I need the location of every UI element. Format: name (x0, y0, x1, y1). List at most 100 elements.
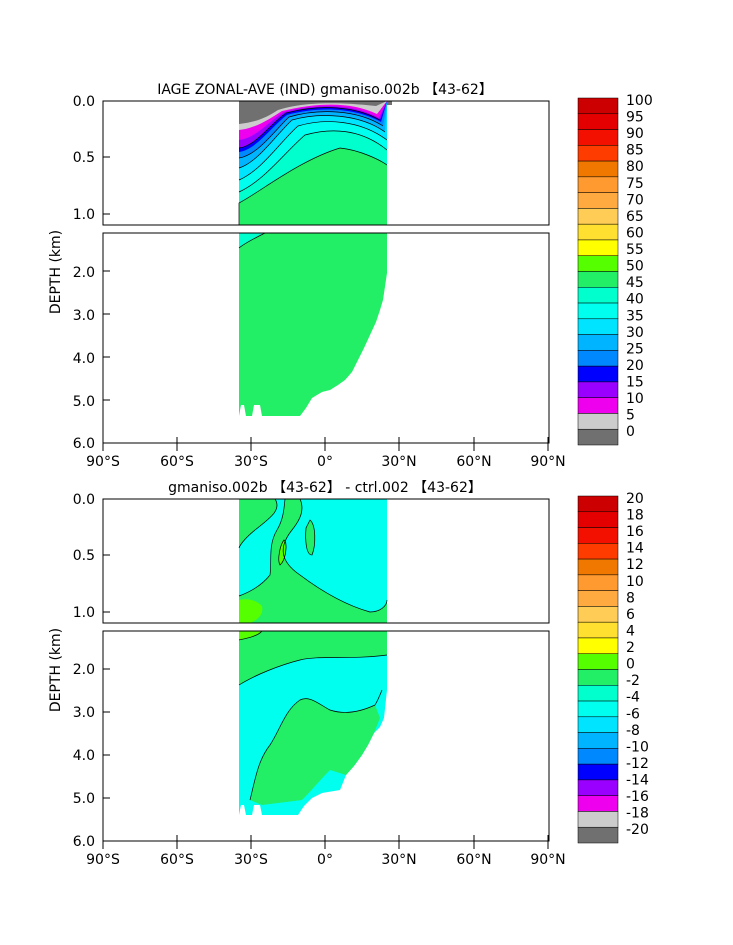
colorbar-label: 5 (626, 408, 635, 424)
colorbar-label: 70 (626, 192, 644, 208)
panel-2-y-ticks: 0.0 0.5 1.0 2.0 3.0 4.0 5.0 6.0 (73, 492, 110, 850)
p2-xtick-3: 0° (317, 852, 333, 868)
colorbar-swatch (577, 511, 619, 528)
p1-xtick-0: 90°S (86, 454, 120, 470)
panel-2-upper-frame (102, 498, 550, 624)
colorbar-label: 2 (626, 640, 635, 656)
colorbar-label: -14 (626, 773, 649, 789)
colorbar-label: -16 (626, 789, 649, 805)
p1-ytick-5: 4.0 (73, 351, 95, 367)
panel-1-upper-field (238, 101, 392, 225)
colorbar-swatch (577, 334, 619, 351)
colorbar-swatch (577, 350, 619, 367)
p1-u-contours (238, 107, 388, 225)
colorbar-swatch (577, 637, 619, 654)
colorbar-swatch (577, 192, 619, 209)
colorbar-label: -18 (626, 806, 649, 822)
p2-ytick-0: 0.0 (73, 492, 95, 508)
p1-l-base (239, 233, 387, 416)
panel-1-lower-field (238, 232, 387, 416)
p1-xtick-3: 0° (317, 454, 333, 470)
colorbar-swatch (577, 558, 619, 576)
p1-ytick-2: 1.0 (73, 207, 95, 223)
p1-ytick-7: 6.0 (73, 436, 95, 452)
colorbar-swatch (577, 779, 619, 796)
panel-2: gmaniso.002b 【43-62】 - ctrl.002 【43-62】 (48, 480, 649, 868)
p1-ytick-marks (103, 100, 110, 401)
colorbar-swatch (577, 811, 619, 828)
colorbar-swatch (577, 113, 619, 130)
colorbar-label: 100 (626, 93, 653, 109)
panel-1: IAGE ZONAL-AVE (IND) gmaniso.002b 【43-62… (48, 82, 653, 470)
p2-ytick-3: 2.0 (73, 662, 95, 678)
colorbar-swatch (577, 543, 619, 560)
colorbar-label: 10 (626, 574, 644, 590)
panel-1-title: IAGE ZONAL-AVE (IND) gmaniso.002b 【43-62… (157, 82, 493, 98)
p2-xtick-marks (102, 835, 549, 849)
p2-xtick-2: 30°S (234, 852, 268, 868)
p2-ytick-4: 3.0 (73, 705, 95, 721)
colorbar-swatch (577, 428, 619, 446)
colorbar-label: 55 (626, 242, 644, 258)
p1-u-edge (387, 101, 392, 105)
colorbar-swatch (577, 763, 619, 781)
panel-2-lower-field (238, 630, 388, 815)
colorbar-swatch (577, 302, 619, 320)
colorbar-swatch (577, 748, 619, 765)
p1-ytick-4: 3.0 (73, 308, 95, 324)
p1-xtick-1: 60°S (160, 454, 194, 470)
p2-u-contours (238, 498, 388, 613)
colorbar-swatch (577, 381, 619, 398)
colorbar-label: -6 (626, 706, 640, 722)
colorbar-swatch (577, 160, 619, 178)
colorbar-label: 12 (626, 557, 644, 573)
p2-u-green-3 (305, 520, 315, 555)
panel-1-colorbar: 1009590858075706560555045403530252015105… (577, 93, 653, 446)
p1-xtick-4: 30°N (381, 454, 416, 470)
p2-xtick-0: 90°S (86, 852, 120, 868)
colorbar-swatch (577, 527, 619, 544)
colorbar-swatch (577, 795, 619, 812)
colorbar-label: -20 (626, 822, 649, 838)
p2-u-lime-2 (278, 540, 287, 565)
colorbar-label: 50 (626, 259, 644, 275)
p1-xtick-6: 90°N (530, 454, 565, 470)
p2-ytick-marks (103, 498, 110, 799)
colorbar-label: 40 (626, 292, 644, 308)
colorbar-label: 10 (626, 391, 644, 407)
colorbar-label: -8 (626, 723, 640, 739)
colorbar-swatch (577, 223, 619, 241)
colorbar-label: -12 (626, 756, 649, 772)
colorbar-swatch (577, 606, 619, 623)
colorbar-label: 16 (626, 524, 644, 540)
p1-l-band-45 (239, 233, 265, 248)
colorbar-label: 30 (626, 325, 644, 341)
p1-ytick-3: 2.0 (73, 265, 95, 281)
p1-ytick-6: 5.0 (73, 394, 95, 410)
colorbar-label: 60 (626, 225, 644, 241)
colorbar-swatch (577, 145, 619, 162)
p1-ytick-1: 0.5 (73, 150, 95, 166)
colorbar-swatch (577, 826, 619, 844)
p2-ytick-5: 4.0 (73, 748, 95, 764)
colorbar-swatch (577, 365, 619, 383)
panel-1-y-ticks: 0.0 0.5 1.0 2.0 3.0 4.0 5.0 6.0 (73, 94, 110, 452)
colorbar-swatch (577, 318, 619, 335)
colorbar-label: 35 (626, 308, 644, 324)
colorbar-swatch (577, 700, 619, 718)
colorbar-label: 0 (626, 657, 635, 673)
panel-2-colorbar: 20181614121086420-2-4-6-8-10-12-14-16-18… (577, 491, 649, 844)
colorbar-swatch (577, 495, 619, 513)
colorbar-label: 8 (626, 590, 635, 606)
panel-1-x-ticks: 90°S 60°S 30°S 0° 30°N 60°N 90°N (86, 437, 566, 470)
p2-l-green-deep (250, 698, 380, 805)
panel-1-lower-frame (102, 232, 550, 444)
p1-xtick-5: 60°N (456, 454, 491, 470)
colorbar-label: 85 (626, 143, 644, 159)
colorbar-swatch (577, 413, 619, 430)
colorbar-swatch (577, 685, 619, 702)
colorbar-label: 0 (626, 424, 635, 440)
colorbar-swatch (577, 239, 619, 256)
colorbar-label: 90 (626, 126, 644, 142)
colorbar-label: 4 (626, 623, 635, 639)
